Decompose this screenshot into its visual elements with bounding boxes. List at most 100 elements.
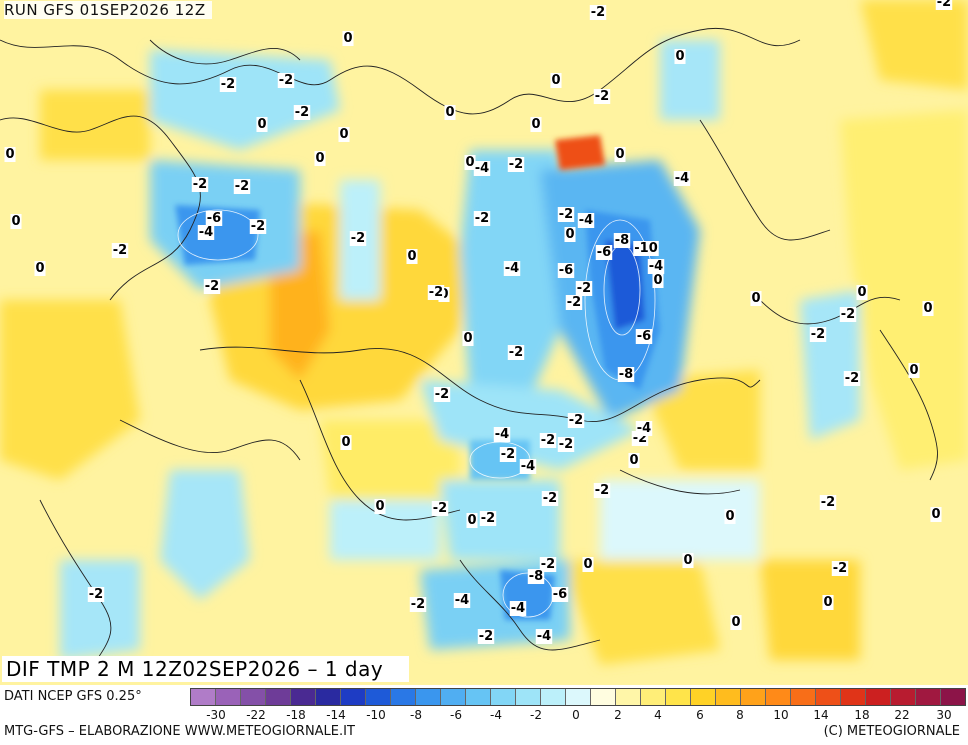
color-scale-bar [190,688,966,706]
contour-value-label: -4 [637,421,651,436]
color-scale-tick: 14 [813,708,829,722]
contour-value-label: 0 [629,453,638,468]
contour-label-background [191,177,209,192]
contour-label-background [635,421,653,436]
contour-label-background [750,291,762,306]
contour-label-background [249,219,267,234]
color-scale-cell [566,689,591,705]
contour-value-label: -2 [475,211,489,226]
contour-value-label: 0 [683,553,692,568]
contour-value-label: -6 [207,211,221,226]
contour-value-label: 0 [375,499,384,514]
contour-value-label: -2 [221,77,235,92]
contour-label-background [433,387,451,402]
color-scale-cell [291,689,316,705]
color-scale-cell [591,689,616,705]
contour-value-label: 0 [343,31,352,46]
color-scale-tick: 18 [854,708,870,722]
contour-label-background [724,509,736,524]
contour-label-background [293,105,311,120]
contour-value-label: -4 [579,213,593,228]
contour-value-label: -2 [433,501,447,516]
contour-label-background [314,151,326,166]
contour-label-background [809,327,827,342]
contour-value-label: 0 [531,117,540,132]
contour-label-background [822,595,834,610]
contour-value-label: 0 [751,291,760,306]
contour-label-background [509,601,527,616]
contour-value-label: -2 [113,243,127,258]
contour-value-label: 0 [675,49,684,64]
contour-label-background [564,227,576,242]
contour-label-background [507,157,525,172]
contour-value-label: 0 [931,507,940,522]
contour-label-background [541,491,559,506]
contour-value-label: -2 [567,295,581,310]
contour-value-label: -2 [841,307,855,322]
contour-value-label: 0 [565,227,574,242]
map-title: DIF TMP 2 M 12Z02SEP2026 – 1 day [2,656,410,682]
color-scale-cell [716,689,741,705]
contour-label-background [613,233,631,248]
contour-value-label: -2 [251,219,265,234]
color-scale-cell [866,689,891,705]
contour-label-background [219,77,237,92]
color-scale-tick: 30 [936,708,952,722]
contour-value-label: -2 [541,557,555,572]
contour-value-label: -6 [553,587,567,602]
contour-value-label: -2 [541,433,555,448]
contour-value-label: 0 [315,151,324,166]
contour-label-background [565,295,583,310]
contour-label-background [614,147,626,162]
contour-value-label: -2 [501,447,515,462]
color-scale-cell [791,689,816,705]
color-scale-cell [766,689,791,705]
contour-label-background [593,89,611,104]
color-scale-cell [741,689,766,705]
contour-label-background [557,437,575,452]
contour-label-background [453,593,471,608]
contour-value-label: -2 [295,105,309,120]
contour-value-label: -2 [193,177,207,192]
contour-label-background [338,127,350,142]
color-scale-cell [316,689,341,705]
contour-value-label: -2 [595,483,609,498]
contour-label-background [342,31,354,46]
contour-value-label: 0 [35,261,44,276]
color-scale-cell [241,689,266,705]
temperature-field [0,0,968,665]
contour-label-background [503,261,521,276]
color-scale-tick: 2 [614,708,622,722]
color-scale-tick: -10 [366,708,386,722]
color-scale-cell [841,689,866,705]
color-scale-cell [816,689,841,705]
contour-value-label: -6 [597,245,611,260]
color-scale-cell [666,689,691,705]
color-scale-tick: 0 [572,708,580,722]
color-scale-tick: -14 [326,708,346,722]
contour-label-background [477,629,495,644]
contour-value-label: -4 [511,601,525,616]
contour-value-label: -4 [537,629,551,644]
contour-value-label: -2 [569,413,583,428]
color-scale-tick: 8 [736,708,744,722]
contour-value-label: -2 [429,285,443,300]
contour-value-label: -6 [637,329,651,344]
contour-value-label: 0 [445,105,454,120]
contour-label-background [575,281,593,296]
contour-label-background [593,483,611,498]
color-scale-cell [641,689,666,705]
contour-label-background [340,435,352,450]
contour-label-background [647,259,665,274]
contour-value-label: 0 [467,513,476,528]
contour-label-background [197,225,215,240]
contour-label-background [819,495,837,510]
contour-label-background [507,345,525,360]
contour-label-background [633,241,659,256]
color-scale-tick: -30 [206,708,226,722]
contour-value-label: -4 [475,161,489,176]
contour-label-background [374,499,386,514]
contour-label-background [427,285,445,300]
contour-value-label: -4 [675,171,689,186]
